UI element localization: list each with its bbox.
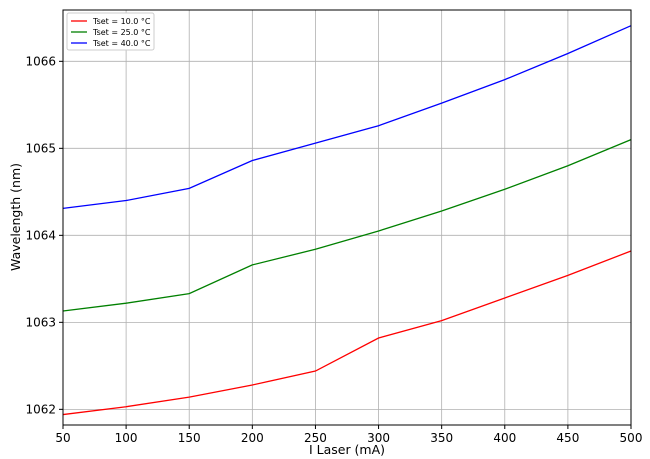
y-tick-label: 1064 <box>25 228 56 242</box>
ticks: 50 100 150 200 250 300 350 400 450 500 1062 1063 106… <box>25 54 642 445</box>
series-line <box>62 25 632 210</box>
x-tick-label: 50 <box>55 431 70 445</box>
series-line <box>62 139 632 312</box>
x-tick-label: 150 <box>178 431 201 445</box>
x-tick-label: 250 <box>304 431 327 445</box>
x-tick-label: 100 <box>115 431 138 445</box>
y-axis-label: Wavelength (nm) <box>8 163 23 271</box>
x-tick-label: 450 <box>556 431 579 445</box>
legend-label: Tset = 25.0 °C <box>92 28 151 37</box>
series-lines <box>62 25 632 416</box>
x-tick-label: 350 <box>430 431 453 445</box>
x-axis-label: I Laser (mA) <box>309 442 385 457</box>
x-tick-label: 500 <box>620 431 643 445</box>
legend-box <box>66 12 155 51</box>
legend: Tset = 10.0 °C Tset = 25.0 °C Tset = 40.0 … <box>66 12 155 51</box>
y-tick-label: 1066 <box>25 54 56 68</box>
y-tick-label: 1065 <box>25 141 56 155</box>
axes-frame <box>62 9 632 426</box>
grid <box>62 10 632 425</box>
legend-label: Tset = 10.0 °C <box>92 17 151 26</box>
y-tick-label: 1063 <box>25 315 56 329</box>
series-line <box>62 250 632 416</box>
x-tick-label: 300 <box>367 431 390 445</box>
x-tick-label: 200 <box>241 431 264 445</box>
legend-label: Tset = 40.0 °C <box>92 39 151 48</box>
x-tick-label: 400 <box>493 431 516 445</box>
y-tick-label: 1062 <box>25 402 56 416</box>
